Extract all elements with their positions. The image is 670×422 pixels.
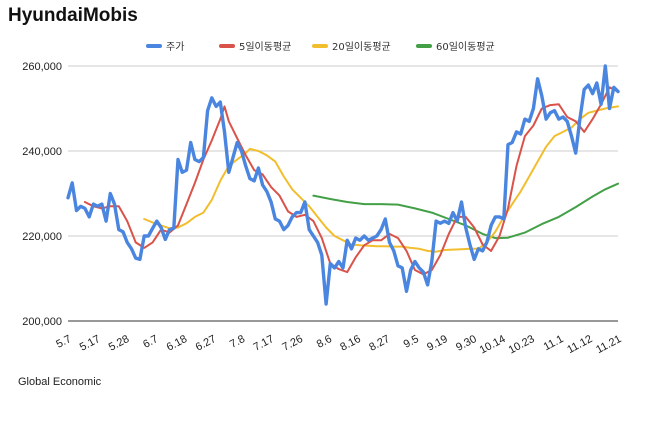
y-axis: 200,000 220,000 240,000 260,000 xyxy=(22,61,62,328)
x-tick-label: 8.6 xyxy=(315,333,334,351)
x-tick-label: 10.23 xyxy=(507,333,537,357)
x-tick-label: 6.7 xyxy=(141,333,160,351)
x-axis: 5.7 5.17 5.28 6.7 6.18 6.27 7.8 7.17 7.26 8.6 8.16… xyxy=(54,333,623,357)
x-tick-label: 5.17 xyxy=(78,333,103,354)
x-tick-label: 11.21 xyxy=(594,333,623,356)
x-tick-label: 9.30 xyxy=(454,333,479,354)
x-tick-label: 11.12 xyxy=(565,333,594,356)
series-lines xyxy=(66,64,620,306)
y-tick-label: 200,000 xyxy=(22,316,62,328)
x-tick-label: 11.1 xyxy=(542,333,566,353)
legend-label: 주가 xyxy=(166,41,184,53)
series-line xyxy=(66,64,620,306)
x-tick-label: 7.26 xyxy=(280,333,305,354)
series-line xyxy=(143,105,619,253)
gridlines xyxy=(68,65,618,322)
chart-title: HyundaiMobis xyxy=(8,5,138,26)
source-label: Global Economic xyxy=(18,376,102,388)
x-tick-label: 5.7 xyxy=(54,333,73,351)
y-tick-label: 260,000 xyxy=(22,61,62,73)
y-tick-label: 220,000 xyxy=(22,231,62,243)
y-tick-label: 240,000 xyxy=(22,146,62,158)
legend: 주가 5일이동평균 20일이동평균 60일이동평균 xyxy=(146,41,495,53)
x-tick-label: 6.18 xyxy=(165,333,190,354)
x-tick-label: 9.5 xyxy=(402,333,421,351)
x-tick-label: 8.27 xyxy=(367,333,392,354)
legend-label: 60일이동평균 xyxy=(436,41,495,53)
x-tick-label: 9.19 xyxy=(425,333,450,354)
x-tick-label: 5.28 xyxy=(107,333,132,354)
legend-label: 20일이동평균 xyxy=(332,41,391,53)
x-tick-label: 10.14 xyxy=(478,333,508,357)
x-tick-label: 6.27 xyxy=(194,333,219,354)
x-tick-label: 7.8 xyxy=(228,333,247,351)
legend-label: 5일이동평균 xyxy=(239,41,291,53)
x-tick-label: 7.17 xyxy=(251,333,276,354)
x-tick-label: 8.16 xyxy=(338,333,363,354)
